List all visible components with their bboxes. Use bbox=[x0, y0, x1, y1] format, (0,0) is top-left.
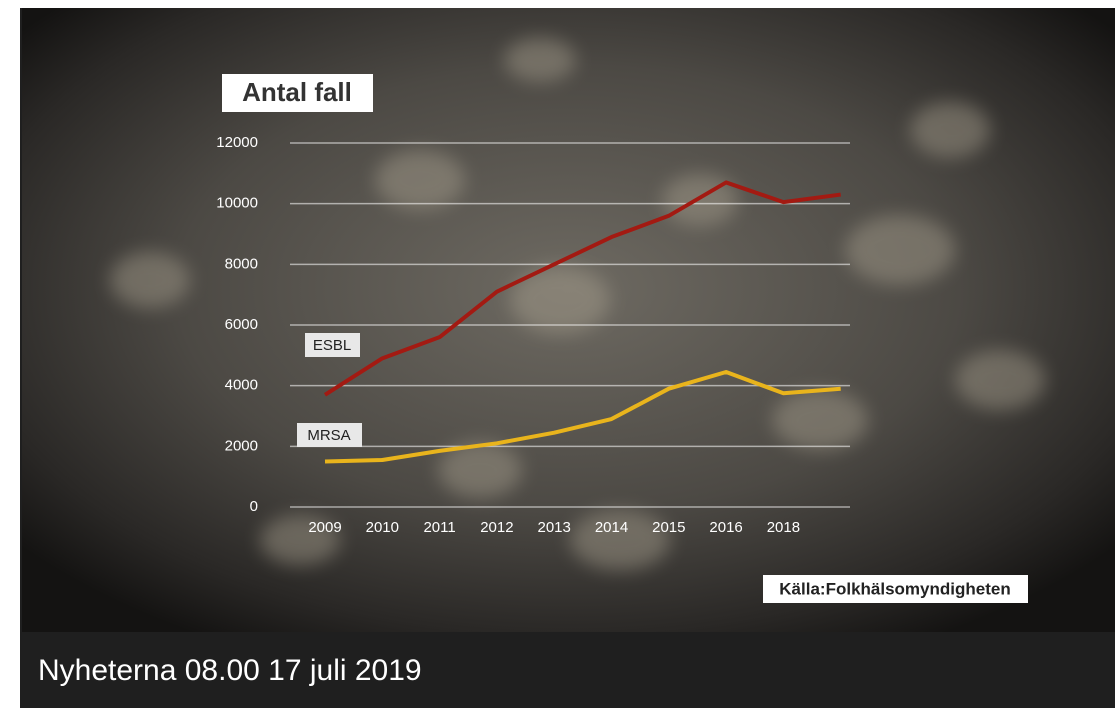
y-tick-label: 2000 bbox=[225, 437, 258, 454]
x-tick-label: 2016 bbox=[709, 519, 742, 536]
chart-title: Antal fall bbox=[242, 77, 352, 107]
x-tick-label: 2015 bbox=[652, 519, 685, 536]
title-box bbox=[222, 74, 373, 112]
source: Källa:Folkhälsomyndigheten bbox=[779, 579, 1010, 598]
y-tick-label: 10000 bbox=[216, 195, 258, 212]
series-label: MRSA bbox=[307, 427, 350, 444]
x-tick-label: 2018 bbox=[767, 519, 800, 536]
video-caption: Nyheterna 08.00 17 juli 2019 bbox=[38, 654, 422, 687]
y-tick-label: 4000 bbox=[225, 377, 258, 394]
x-tick-label: 2010 bbox=[366, 519, 399, 536]
y-tick-label: 8000 bbox=[225, 255, 258, 272]
x-tick-label: 2012 bbox=[480, 519, 513, 536]
y-tick-label: 0 bbox=[250, 498, 258, 515]
source-box bbox=[763, 575, 1028, 603]
x-tick-label: 2014 bbox=[595, 519, 628, 536]
plot: 0 2000 4000 6000 8000 10000 12000 2009 2010 2011 2… bbox=[216, 134, 850, 536]
x-tick-label: 2009 bbox=[308, 519, 341, 536]
bacteria-backdrop bbox=[110, 38, 1045, 570]
x-tick-label: 2011 bbox=[423, 519, 455, 536]
series-label-box bbox=[305, 333, 360, 357]
y-tick-label: 6000 bbox=[225, 316, 258, 333]
y-tick-label: 12000 bbox=[216, 134, 258, 151]
series-line bbox=[324, 370, 841, 464]
series-line bbox=[323, 180, 841, 397]
series-label-box bbox=[297, 423, 362, 447]
series-label: ESBL bbox=[313, 337, 351, 354]
x-tick-label: 2013 bbox=[538, 519, 571, 536]
